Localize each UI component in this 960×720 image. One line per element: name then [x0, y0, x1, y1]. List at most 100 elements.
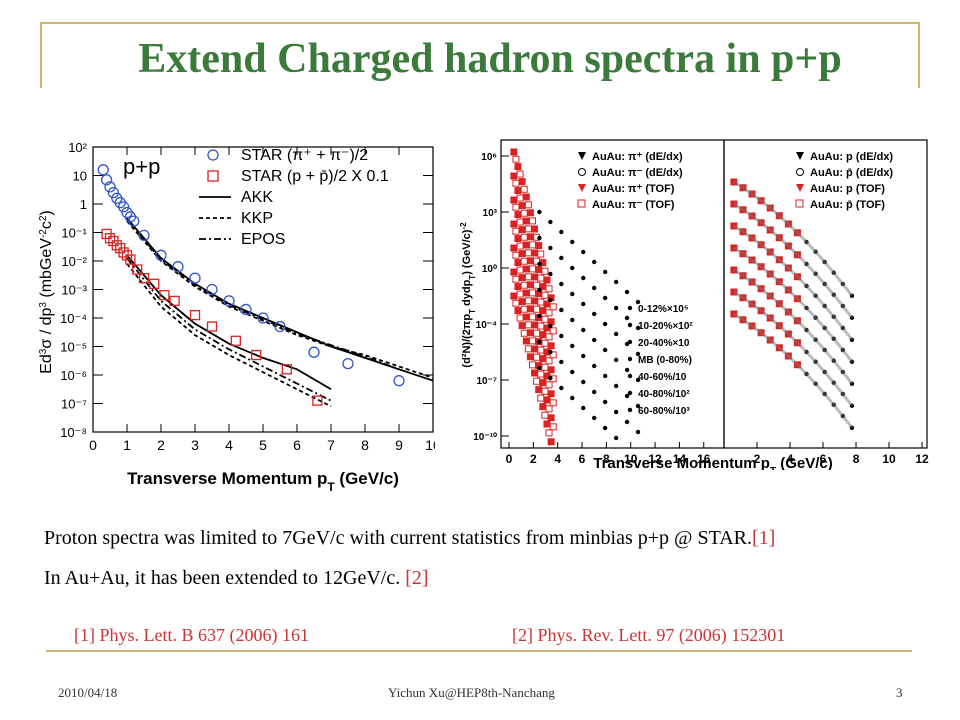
auau-pion-tof-point: [510, 292, 518, 300]
pp-legend-pion-marker: [207, 149, 219, 161]
pp-x-tick-label: 1: [123, 437, 131, 453]
auau-pion-tof-point: [528, 289, 536, 297]
auau-pion-tof-point: [512, 299, 520, 307]
auau-pion-tof-point: [545, 309, 553, 317]
pp-pion-point: [274, 320, 286, 333]
auau-pion-dedx-point: [559, 281, 564, 287]
auau-pion-tof-point: [543, 276, 551, 284]
auau-pion-tof-point: [524, 201, 532, 209]
auau-pion-dedx-point: [592, 415, 597, 421]
auau-pion-dedx-point: [581, 353, 586, 359]
auau-pion-tof-point: [541, 267, 549, 275]
pp-x-tick-label: 10: [425, 437, 435, 453]
auau-pion-dedx-point: [613, 435, 619, 441]
auau-y-tick-label: 10⁻¹⁰: [473, 432, 497, 443]
auau-pion-dedx-point: [592, 259, 597, 265]
auau-pion-tof-point: [518, 250, 526, 258]
auau-pion-tof-point: [520, 329, 528, 337]
auau-pion-dedx-point: [537, 365, 542, 371]
auau-pion-tof-point: [533, 353, 541, 361]
auau-pion-dedx-point: [537, 261, 542, 267]
auau-pion-dedx-point: [624, 419, 630, 425]
auau-centrality-label: MB (0-80%): [638, 355, 692, 366]
pp-pion-point: [107, 186, 120, 199]
auau-pion-tof-point: [514, 187, 522, 195]
auau-pion-tof-point: [512, 203, 520, 211]
auau-x-axis-label: Transverse Momentum pT (GeV/c): [593, 455, 833, 470]
auau-pion-tof-point: [514, 307, 522, 315]
auau-spectra-chart: 0 2 4 6 8 10 12 14 16 2 4 6 8 10 12 10⁶ 10³ 10⁰ 10⁻⁴ 10⁻⁷ 10…: [458, 130, 938, 470]
auau-pion-tof-point: [518, 202, 526, 210]
auau-pion-dedx-point: [613, 305, 619, 311]
auau-proton-fit-band: [733, 180, 854, 297]
body-line-2: In Au+Au, it has been extended to 12GeV/…: [44, 567, 429, 590]
pp-curve-akk-pion: [126, 217, 433, 382]
auau-pion-dedx-point: [537, 339, 542, 345]
auau-pion-tof-point: [531, 249, 539, 257]
auau-pion-dedx-point: [548, 375, 553, 381]
auau-pion-tof-point: [512, 227, 520, 235]
auau-pion-dedx-point: [613, 383, 619, 389]
auau-pion-tof-point: [541, 291, 549, 299]
auau-pion-tof-point: [547, 390, 555, 398]
auau-pion-dedx-point: [624, 315, 630, 321]
auau-pion-dedx-point: [635, 351, 641, 357]
body-line-1-ref[interactable]: [1]: [752, 527, 776, 549]
auau-pion-tof-point: [516, 194, 524, 202]
auau-proton-legend-label: AuAu: p̄ (dE/dx): [810, 167, 893, 179]
body-line-2-ref[interactable]: [2]: [405, 567, 429, 589]
auau-left-x-tick-label: 6: [579, 452, 586, 466]
pp-x-tick-label: 5: [259, 437, 267, 453]
auau-pion-tof-point: [539, 403, 547, 411]
pp-y-tick-label: 10⁻²: [61, 254, 87, 269]
pp-pion-point: [342, 357, 354, 370]
auau-proton-fit-band: [733, 290, 854, 407]
auau-proton-legend-marker: [796, 168, 804, 176]
auau-pion-tof-point: [526, 209, 534, 217]
auau-pion-dedx-point: [537, 209, 542, 215]
pp-legend-label: STAR (p + p̄)/2 X 0.1: [241, 168, 389, 185]
pp-pion-point: [189, 272, 201, 284]
reference-1[interactable]: [1] Phys. Lett. B 637 (2006) 161: [74, 625, 309, 645]
auau-pion-tof-point: [537, 346, 545, 354]
auau-pion-tof-point: [541, 411, 549, 419]
auau-pion-tof-point: [518, 298, 526, 306]
auau-pion-dedx-point: [635, 403, 641, 409]
auau-pion-dedx-point: [581, 301, 586, 307]
auau-left-x-tick-label: 14: [673, 452, 687, 466]
pp-x-axis-label: Transverse Momentum pT (GeV/c): [127, 469, 399, 492]
auau-pion-tof-point: [528, 265, 536, 273]
auau-pion-tof-point: [549, 423, 557, 431]
auau-pion-dedx-point: [559, 307, 564, 313]
auau-pion-tof-point: [526, 329, 534, 337]
footer-author: Yichun Xu@HEP8th-Nanchang: [388, 685, 555, 700]
pp-curve-akk-proton: [126, 254, 332, 391]
auau-pion-dedx-point: [570, 239, 575, 245]
pp-pion-point: [206, 283, 218, 296]
auau-pion-dedx-point: [635, 429, 641, 435]
pp-y-tick-label: 10²: [68, 140, 87, 155]
pp-spectra-chart: 0 1 2 3 4 5 6 7 8 9 10 10² 10 1 10⁻¹ 10⁻² 10⁻³ 10⁻⁴ 10⁻⁵ 10…: [35, 132, 435, 492]
auau-pion-tof-point: [522, 193, 530, 201]
auau-pion-dedx-point: [537, 235, 542, 241]
reference-2[interactable]: [2] Phys. Rev. Lett. 97 (2006) 152301: [512, 625, 786, 645]
auau-pion-tof-point: [547, 342, 555, 350]
auau-pion-tof-point: [524, 225, 532, 233]
auau-pion-legend-marker: [577, 199, 586, 208]
auau-pion-tof-point: [516, 290, 524, 298]
auau-pion-dedx-point: [559, 333, 564, 339]
pp-proton-point: [159, 290, 170, 301]
auau-pion-tof-point: [528, 217, 536, 225]
auau-pion-tof-point: [535, 242, 543, 250]
pp-curve-kkp-pion: [126, 220, 433, 379]
auau-right-x-tick-label: 4: [787, 452, 794, 466]
body-line-2-text: In Au+Au, it has been extended to 12GeV/…: [44, 567, 406, 589]
auau-pion-dedx-point: [613, 357, 619, 363]
auau-pion-dedx-point: [624, 289, 630, 295]
auau-y-tick-label: 10⁶: [481, 152, 497, 163]
auau-pion-tof-point: [516, 266, 524, 274]
auau-pion-legend-marker: [578, 184, 586, 192]
pp-pion-point: [308, 346, 320, 358]
auau-pion-tof-point: [549, 399, 557, 407]
auau-pion-tof-point: [514, 211, 522, 219]
